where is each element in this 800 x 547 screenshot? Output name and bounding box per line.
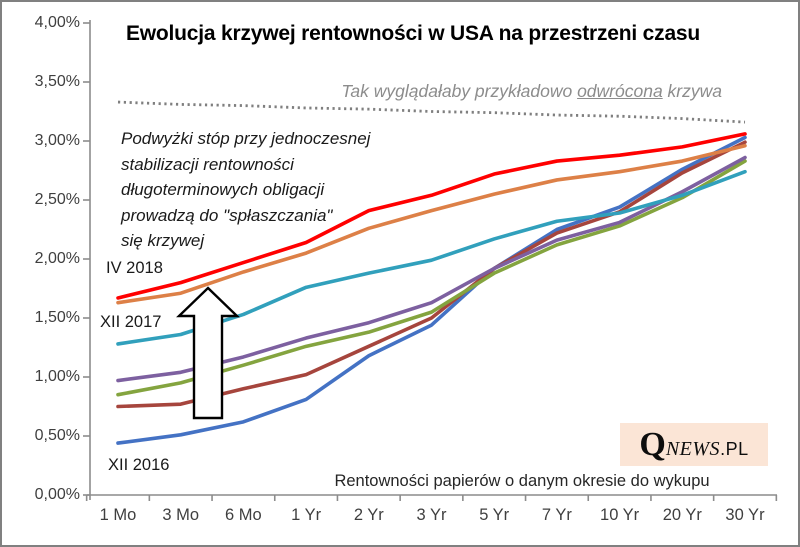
- curve-label-xii-2016: XII 2016: [108, 456, 170, 474]
- page-title: Ewolucja krzywej rentowności w USA na pr…: [125, 22, 701, 45]
- flattening-note: Podwyżki stóp przy jednoczesnej stabiliz…: [121, 129, 371, 250]
- y-tick-label: 1,50%: [34, 309, 80, 326]
- qnews-logo: Q NEWS .PL: [620, 423, 768, 466]
- x-tick-label: 3 Mo: [162, 506, 200, 524]
- curve-red: [116, 132, 747, 300]
- x-tick-label: 5 Yr: [479, 506, 510, 524]
- y-tick-label: 2,50%: [34, 191, 80, 208]
- curve-blue: [116, 135, 747, 445]
- y-tick-label: 0,00%: [34, 486, 80, 503]
- y-tick-label: 0,50%: [34, 427, 80, 444]
- y-tick-label: 1,00%: [34, 368, 80, 385]
- inverted-note-part1: Tak wyglądałaby przykładowo: [341, 81, 578, 101]
- y-tick-label: 2,00%: [34, 250, 80, 267]
- curve-label-xii-2017: XII 2017: [100, 313, 162, 331]
- x-axis-caption: Rentowności papierów o danym okresie do …: [334, 472, 710, 490]
- y-tick-label: 3,00%: [34, 132, 80, 149]
- x-tick-label: 20 Yr: [662, 506, 702, 524]
- x-tick-label: 30 Yr: [725, 506, 765, 524]
- reference-dotted-line: [117, 100, 746, 124]
- inverted-note-underlined: odwrócona: [577, 81, 663, 101]
- curve-orange: [116, 143, 747, 305]
- logo-pl: .PL: [720, 439, 749, 459]
- x-tick-label: 10 Yr: [600, 506, 640, 524]
- logo-news: NEWS: [665, 438, 721, 460]
- y-tick-label: 3,50%: [34, 73, 80, 90]
- x-tick-label: 1 Yr: [291, 506, 322, 524]
- x-tick-label: 3 Yr: [416, 506, 447, 524]
- x-tick-label: 7 Yr: [541, 506, 572, 524]
- up-arrow: [176, 286, 240, 420]
- inverted-note-part2: krzywa: [662, 81, 722, 101]
- inverted-curve-note: Tak wyglądałaby przykładowo odwrócona kr…: [292, 81, 722, 102]
- y-tick-label: 4,00%: [34, 14, 80, 31]
- x-tick-label: 6 Mo: [225, 506, 262, 524]
- logo-q: Q: [639, 426, 666, 463]
- x-tick-label: 2 Yr: [353, 506, 384, 524]
- x-tick-label: 1 Mo: [99, 506, 137, 524]
- curve-label-iv-2018: IV 2018: [106, 259, 163, 277]
